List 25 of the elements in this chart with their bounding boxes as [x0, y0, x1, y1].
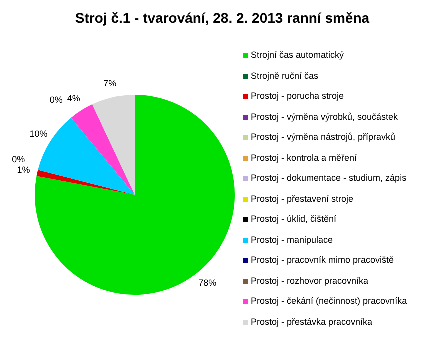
legend-label: Prostoj - kontrola a měření [251, 152, 358, 162]
legend-label: Prostoj - manipulace [251, 234, 334, 244]
legend-label: Prostoj - přestávka pracovníka [251, 316, 373, 326]
text: 0% [50, 95, 63, 106]
legend-label: Strojní čas automatický [251, 50, 344, 60]
legend-label: Prostoj - úklid, čištění [251, 214, 337, 224]
pie-slice [36, 170, 135, 195]
data-label: 7% [104, 78, 117, 89]
legend-label: Prostoj - přestavení stroje [251, 194, 354, 204]
legend-label: Prostoj - výměna nástrojů, přípravků [251, 132, 396, 142]
legend-label: Prostoj - výměna výrobků, součástek [251, 112, 398, 122]
legend-label: Prostoj - čekání (nečinnost) pracovníka [251, 296, 408, 306]
legend-label: Prostoj - pracovník mimo pracoviště [251, 255, 394, 265]
data-label: 78% [198, 278, 217, 288]
pie-slice [92, 95, 135, 195]
data-label: 1% [17, 165, 30, 176]
data-label: 10% [30, 128, 48, 139]
legend-label: Prostoj - porucha stroje [251, 91, 344, 101]
pie-slice [71, 104, 135, 195]
data-label: 4% [67, 94, 80, 104]
legend-label: Prostoj - rozhovor pracovníka [251, 276, 369, 286]
chart-title: Stroj č.1 - tvarování, 28. 2. 2013 ranní směna [74, 10, 371, 26]
text: 0% [12, 154, 26, 165]
legend-label: Strojně ruční čas [251, 70, 319, 80]
legend-label: Prostoj - dokumentace - studium, zápis [251, 173, 407, 183]
